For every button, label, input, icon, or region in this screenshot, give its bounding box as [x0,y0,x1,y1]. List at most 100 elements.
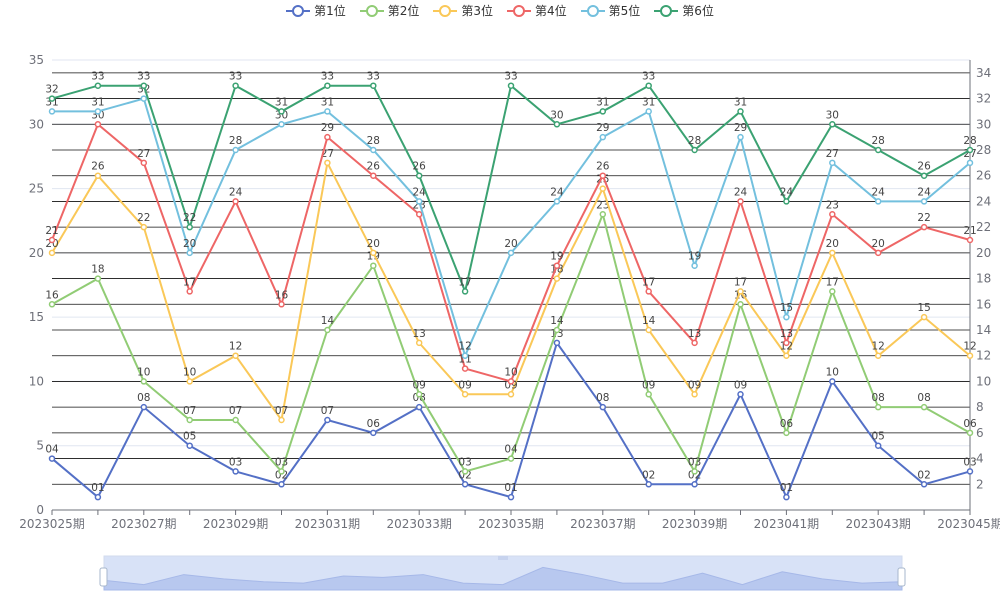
data-point [507,249,515,257]
data-point [186,442,193,449]
data-label: 33 [137,71,150,83]
data-point [829,211,836,218]
data-point [783,198,790,205]
data-label: 12 [458,341,471,353]
data-label: 23 [826,199,839,211]
data-point [186,378,193,385]
data-label: 33 [642,71,655,83]
data-label: 09 [734,379,747,391]
data-point [599,172,607,179]
data-point [691,481,698,488]
data-point [874,198,882,205]
y-left-tick-label: 30 [29,117,44,131]
data-label: 01 [780,482,793,494]
data-point [920,403,928,411]
data-point [324,108,331,115]
legend-item-3[interactable]: 第3位 [433,2,493,19]
legend-item-2[interactable]: 第2位 [359,2,419,19]
data-point [415,403,423,411]
data-point [829,378,836,385]
zoom-handle-left[interactable] [99,567,108,587]
data-label: 09 [504,379,517,391]
data-point [691,339,698,347]
legend-item-5[interactable]: 第5位 [580,2,640,19]
data-label: 12 [963,341,976,353]
data-point [737,301,744,308]
data-label: 10 [183,366,196,378]
data-label: 24 [734,186,748,198]
data-label: 31 [596,96,609,108]
data-label: 06 [963,418,977,430]
data-label: 03 [688,456,701,468]
data-label: 24 [872,186,886,198]
y-right-tick-label: 14 [976,323,991,337]
data-point [48,95,56,102]
data-zoom-slider[interactable] [99,555,906,591]
data-point [94,121,102,128]
data-point [645,82,652,89]
data-label: 20 [826,238,839,250]
data-label: 28 [688,135,701,147]
data-point [370,249,377,257]
x-tick-label: 2023025期 [19,517,84,531]
data-point [553,339,561,347]
data-point [599,133,607,141]
data-label: 15 [780,302,793,314]
legend: 第1位 第2位 第3位 第4位 第5位 第6位 [0,2,1000,19]
data-point [507,391,515,398]
data-label: 27 [137,148,150,160]
data-point [874,249,882,257]
data-label: 15 [917,302,930,314]
data-point [140,223,148,231]
y-right-tick-label: 8 [976,400,984,414]
data-point [829,249,836,257]
data-point [370,262,377,269]
data-point [966,468,974,475]
data-point [140,159,148,167]
y-right-tick-label: 20 [976,246,991,260]
data-label: 02 [642,469,655,481]
y-right-tick-label: 30 [976,117,991,131]
data-label: 22 [137,212,150,224]
x-tick-label: 2023039期 [662,517,727,531]
data-point [783,429,790,437]
data-point [783,313,790,321]
data-point [645,108,652,115]
data-label: 07 [183,405,196,417]
legend-swatch-icon [286,4,311,17]
legend-item-4[interactable]: 第4位 [507,2,567,19]
data-point [920,223,928,231]
data-point [370,429,377,437]
data-label: 08 [872,392,885,404]
x-tick-label: 2023037期 [570,517,635,531]
data-point [691,391,698,398]
data-point [232,146,239,154]
data-point [874,146,882,154]
data-point [599,403,607,411]
legend-item-6[interactable]: 第6位 [654,2,714,19]
data-label: 24 [917,186,931,198]
data-point [920,481,928,488]
data-label: 19 [688,251,701,263]
data-label: 05 [183,431,196,443]
zoom-handle-right[interactable] [897,567,906,587]
data-point [645,326,652,334]
data-label: 26 [596,161,610,173]
data-label: 16 [45,289,59,301]
data-label: 24 [229,186,243,198]
data-label: 03 [963,456,976,468]
data-point [507,493,515,501]
data-point [94,172,102,179]
data-label: 03 [458,456,471,468]
data-point [278,301,285,308]
legend-item-1[interactable]: 第1位 [286,2,346,19]
data-label: 14 [550,315,564,327]
data-label: 33 [367,71,380,83]
data-label: 26 [413,161,427,173]
data-label: 31 [734,96,747,108]
data-point [874,403,882,411]
data-label: 33 [91,71,104,83]
data-label: 29 [596,122,609,134]
data-point [140,378,148,385]
